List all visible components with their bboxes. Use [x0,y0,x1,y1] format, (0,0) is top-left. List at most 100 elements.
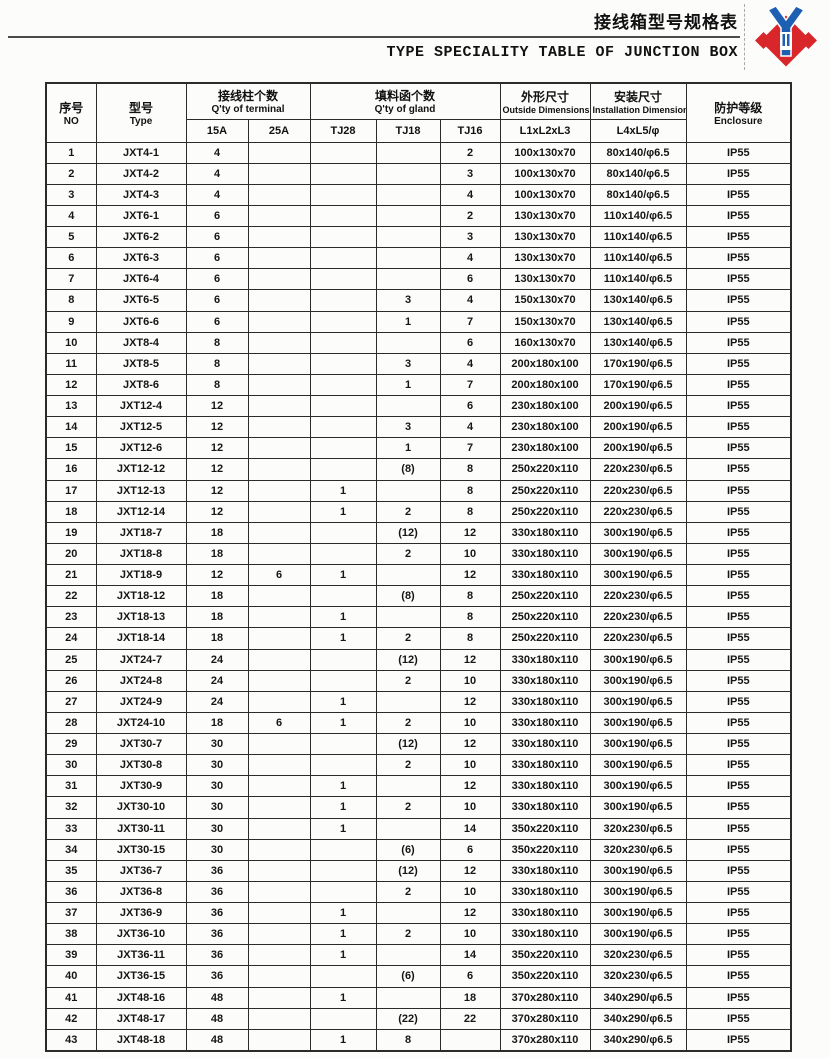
cell-tj18: 3 [375,352,441,375]
table-row: 33 JXT30-11 30 1 14 350x220x110 320x230/φ6.5 IP… [45,817,792,840]
cell-15a: 48 [185,986,249,1009]
table-row: 40 JXT36-15 36 (6) 6 350x220x110 320x230/φ6.5 I… [45,965,792,988]
cell-installation-dimensions: 300x190/φ6.5 [589,690,687,713]
col-header-enclosure-en: Enclosure [714,115,763,127]
cell-enclosure: IP55 [685,944,792,967]
cell-no: 24 [45,627,97,650]
cell-outside-dimensions: 230x180x100 [499,437,591,460]
cell-tj18 [375,986,441,1009]
cell-outside-dimensions: 330x180x110 [499,542,591,566]
cell-type: JXT30-7 [95,732,187,756]
cell-15a: 12 [185,458,249,481]
cell-tj28 [309,754,377,777]
cell-type: JXT6-1 [95,204,187,228]
cell-25a [247,754,311,777]
cell-outside-dimensions: 350x220x110 [499,817,591,840]
cell-installation-dimensions: 340x290/φ6.5 [589,986,687,1009]
cell-no: 40 [45,965,97,988]
cell-installation-dimensions: 220x230/φ6.5 [589,458,687,481]
cell-installation-dimensions: 220x230/φ6.5 [589,627,687,650]
cell-enclosure: IP55 [685,585,792,608]
cell-25a [247,247,311,270]
cell-type: JXT8-6 [95,373,187,397]
cell-tj18: 2 [375,627,441,650]
table-row: 6 JXT6-3 6 4 130x130x70 110x140/φ6.5 IP55 [45,247,792,270]
cell-outside-dimensions: 330x180x110 [499,732,591,756]
col-header-enclosure: 防护等级 Enclosure [685,82,792,143]
cell-no: 35 [45,859,97,882]
cell-15a: 30 [185,796,249,819]
cell-tj18: 2 [375,500,441,523]
cell-enclosure: IP55 [685,606,792,629]
table-row: 13 JXT12-4 12 6 230x180x100 200x190/φ6.5 IP55 [45,394,792,418]
table-row: 4 JXT6-1 6 2 130x130x70 110x140/φ6.5 IP55 [45,204,792,228]
cell-tj16: 22 [439,1007,501,1030]
cell-type: JXT8-4 [95,331,187,354]
cell-15a: 18 [185,542,249,566]
cell-25a [247,901,311,925]
cell-25a [247,183,311,206]
cell-tj28: 1 [309,901,377,925]
cell-25a [247,416,311,439]
cell-tj28 [309,373,377,397]
junction-box-spec-table: 序号 NO 型号 Type 接线柱个数 Q'ty of terminal 填料函… [45,82,793,1052]
cell-tj18 [375,162,441,185]
table-row: 5 JXT6-2 6 3 130x130x70 110x140/φ6.5 IP55 [45,225,792,249]
cell-type: JXT18-8 [95,542,187,566]
table-row: 19 JXT18-7 18 (12) 12 330x180x110 300x190/φ6.5… [45,521,792,544]
brand-logo-icon [753,4,819,72]
header-divider [744,4,745,70]
cell-outside-dimensions: 250x220x110 [499,479,591,502]
cell-tj28 [309,204,377,228]
col-header-enclosure-cn: 防护等级 [714,100,763,115]
cell-outside-dimensions: 150x130x70 [499,289,591,312]
cell-enclosure: IP55 [685,289,792,312]
table-row: 22 JXT18-12 18 (8) 8 250x220x110 220x230/φ6.5 I… [45,585,792,608]
cell-25a [247,394,311,418]
col-header-install-en: Installation Dimensions [592,104,687,115]
cell-type: JXT6-6 [95,310,187,333]
table-row: 32 JXT30-10 30 1 2 10 330x180x110 300x190/φ6.5 I… [45,796,792,819]
cell-installation-dimensions: 300x190/φ6.5 [589,859,687,882]
cell-outside-dimensions: 330x180x110 [499,901,591,925]
cell-tj28 [309,732,377,756]
table-row: 7 JXT6-4 6 6 130x130x70 110x140/φ6.5 IP55 [45,268,792,291]
cell-tj18 [375,225,441,249]
cell-enclosure: IP55 [685,542,792,566]
cell-tj18: 2 [375,542,441,566]
table-row: 37 JXT36-9 36 1 12 330x180x110 300x190/φ6.5 IP5… [45,901,792,925]
cell-no: 32 [45,796,97,819]
cell-installation-dimensions: 300x190/φ6.5 [589,754,687,777]
cell-enclosure: IP55 [685,162,792,185]
table-row: 36 JXT36-8 36 2 10 330x180x110 300x190/φ6.5 IP5… [45,880,792,904]
cell-type: JXT12-14 [95,500,187,523]
cell-tj16: 12 [439,648,501,671]
cell-tj18: (12) [375,521,441,544]
cell-type: JXT18-13 [95,606,187,629]
cell-outside-dimensions: 330x180x110 [499,923,591,946]
cell-enclosure: IP55 [685,923,792,946]
cell-tj16: 10 [439,669,501,692]
cell-no: 34 [45,838,97,861]
cell-no: 36 [45,880,97,904]
cell-enclosure: IP55 [685,310,792,333]
cell-installation-dimensions: 110x140/φ6.5 [589,225,687,249]
cell-tj28 [309,648,377,671]
col-group-gland-cn: 填料函个数 [375,89,436,104]
cell-outside-dimensions: 370x280x110 [499,1007,591,1030]
cell-15a: 6 [185,225,249,249]
cell-outside-dimensions: 330x180x110 [499,711,591,735]
cell-enclosure: IP55 [685,627,792,650]
cell-no: 30 [45,754,97,777]
cell-tj16: 8 [439,458,501,481]
cell-outside-dimensions: 130x130x70 [499,247,591,270]
cell-15a: 18 [185,521,249,544]
cell-tj16: 10 [439,923,501,946]
cell-enclosure: IP55 [685,1028,792,1052]
cell-type: JXT36-7 [95,859,187,882]
cell-type: JXT24-9 [95,690,187,713]
col-header-install-cn: 安装尺寸 [614,89,663,104]
cell-no: 20 [45,542,97,566]
cell-installation-dimensions: 170x190/φ6.5 [589,352,687,375]
cell-installation-dimensions: 320x230/φ6.5 [589,965,687,988]
